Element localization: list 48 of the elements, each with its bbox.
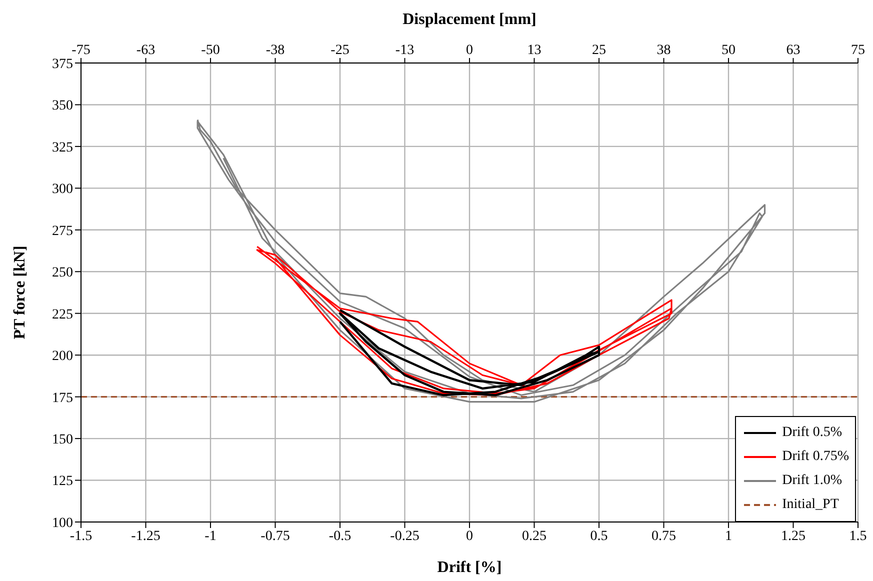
y-tick-label: 275	[52, 224, 73, 239]
x-tick-label: -0.25	[390, 528, 420, 544]
x2-tick-label: -25	[330, 43, 350, 58]
legend-label: Drift 0.5%	[782, 425, 842, 441]
x-tick-label: -0.5	[328, 528, 352, 544]
legend-label: Initial_PT	[782, 497, 839, 513]
y-tick-label: 200	[52, 349, 73, 364]
x-tick-label: 1	[725, 528, 732, 544]
x2-tick-label: -50	[201, 43, 220, 58]
x2-tick-label: -75	[72, 43, 90, 58]
x2-tick-label: 25	[592, 43, 606, 58]
y-tick-label: 375	[52, 56, 73, 72]
x2-tick-label: 75	[851, 43, 865, 58]
legend-label: Drift 0.75%	[782, 449, 849, 465]
x2-tick-label: 13	[527, 43, 542, 58]
y-tick-label: 225	[52, 307, 73, 322]
legend-label: Drift 1.0%	[782, 473, 842, 489]
x2-tick-label: -13	[395, 43, 414, 58]
x2-tick-label: 0	[466, 43, 473, 58]
x2-tick-label: -63	[136, 43, 156, 58]
y-tick-label: 125	[52, 474, 73, 490]
x-tick-label: 0.75	[652, 528, 676, 544]
x2-axis-title: Displacement [mm]	[402, 11, 536, 28]
x-tick-label: -1.25	[131, 528, 160, 544]
line-series	[196, 118, 766, 403]
line-series	[338, 308, 600, 396]
line-series	[256, 246, 672, 396]
x2-tick-label: 38	[656, 43, 671, 58]
y-tick-label: 325	[52, 140, 73, 156]
x-tick-label: 1.5	[849, 528, 867, 544]
x-tick-label: -1	[204, 528, 216, 544]
x-tick-label: 0	[466, 528, 473, 544]
y-tick-label: 150	[52, 432, 73, 448]
x2-tick-label: 63	[786, 43, 800, 58]
y-tick-label: 250	[52, 266, 73, 281]
y-tick-label: 350	[52, 98, 73, 114]
y-tick-label: 300	[52, 182, 73, 198]
x-tick-label: 0.25	[522, 528, 546, 544]
x-axis-title: Drift [%]	[437, 559, 502, 576]
x-tick-label: -1.5	[70, 528, 92, 544]
x-tick-label: 1.25	[781, 528, 806, 544]
x2-tick-label: 50	[722, 43, 736, 58]
y-axis-title: PT force [kN]	[12, 246, 29, 340]
y-tick-label: 175	[52, 390, 73, 406]
y-tick-label: 100	[52, 516, 73, 531]
x-tick-label: 0.5	[590, 528, 608, 544]
x2-tick-label: -38	[266, 43, 285, 58]
x-tick-label: -0.75	[260, 528, 290, 544]
